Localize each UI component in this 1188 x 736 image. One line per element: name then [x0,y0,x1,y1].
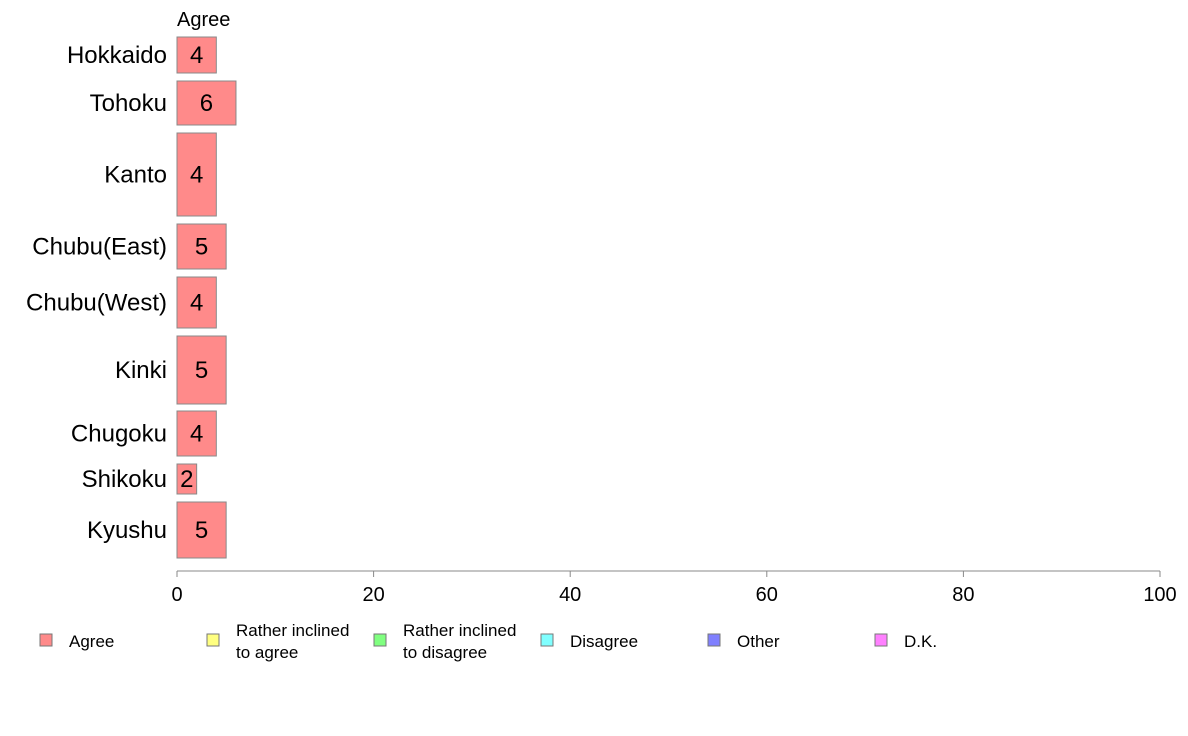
category-label: Chubu(East) [32,234,167,261]
legend-label: Rather inclined [236,621,349,640]
legend-swatch [373,633,387,647]
bar [176,501,227,559]
bar-value-label: 4 [190,42,203,69]
legend-item: D.K. [874,632,937,651]
x-tick-label: 60 [756,584,778,606]
bar-value-label: 6 [200,90,213,117]
category-label: Hokkaido [67,42,167,69]
legend-label: Rather inclined [403,621,516,640]
bar [176,335,227,405]
bar [176,132,217,217]
x-tick-label: 100 [1143,584,1176,606]
bar [176,36,217,74]
category-label: Chugoku [71,421,167,448]
bar [176,223,227,270]
legend-swatch [540,633,554,647]
legend-label: to disagree [403,643,487,662]
legend-swatch [707,633,721,647]
bar-value-label: 5 [195,357,208,384]
legend-label: to agree [236,643,298,662]
series-header-agree: Agree [177,9,230,31]
x-tick-label: 0 [171,584,182,606]
legend-swatch [874,633,888,647]
x-tick-label: 40 [559,584,581,606]
category-label: Kinki [115,357,167,384]
category-label: Kyushu [87,517,167,544]
legend-swatch [39,633,53,647]
legend-item: Disagree [540,632,638,651]
legend-label: Agree [69,632,114,651]
bar [176,463,198,495]
category-label: Tohoku [90,90,167,117]
legend-item: Rather inclined to disagree [373,621,516,662]
bar-value-label: 4 [190,290,203,317]
legend-label: Other [737,632,780,651]
legend-swatch [206,633,220,647]
legend-label: D.K. [904,632,937,651]
legend-item: Agree [39,632,114,651]
bar [176,276,217,329]
bar-value-label: 5 [195,517,208,544]
legend-label: Disagree [570,632,638,651]
bar [176,80,237,126]
x-tick-label: 80 [952,584,974,606]
legend-item: Rather inclined to agree [206,621,349,662]
bar-value-label: 4 [190,162,203,189]
bar [176,410,217,457]
category-label: Kanto [104,162,167,189]
x-tick-label: 20 [362,584,384,606]
category-label: Shikoku [82,466,167,493]
bar-value-label: 2 [180,466,193,493]
category-label: Chubu(West) [26,290,167,317]
legend-item: Other [707,632,780,651]
bar-value-label: 4 [190,421,203,448]
bar-value-label: 5 [195,234,208,261]
